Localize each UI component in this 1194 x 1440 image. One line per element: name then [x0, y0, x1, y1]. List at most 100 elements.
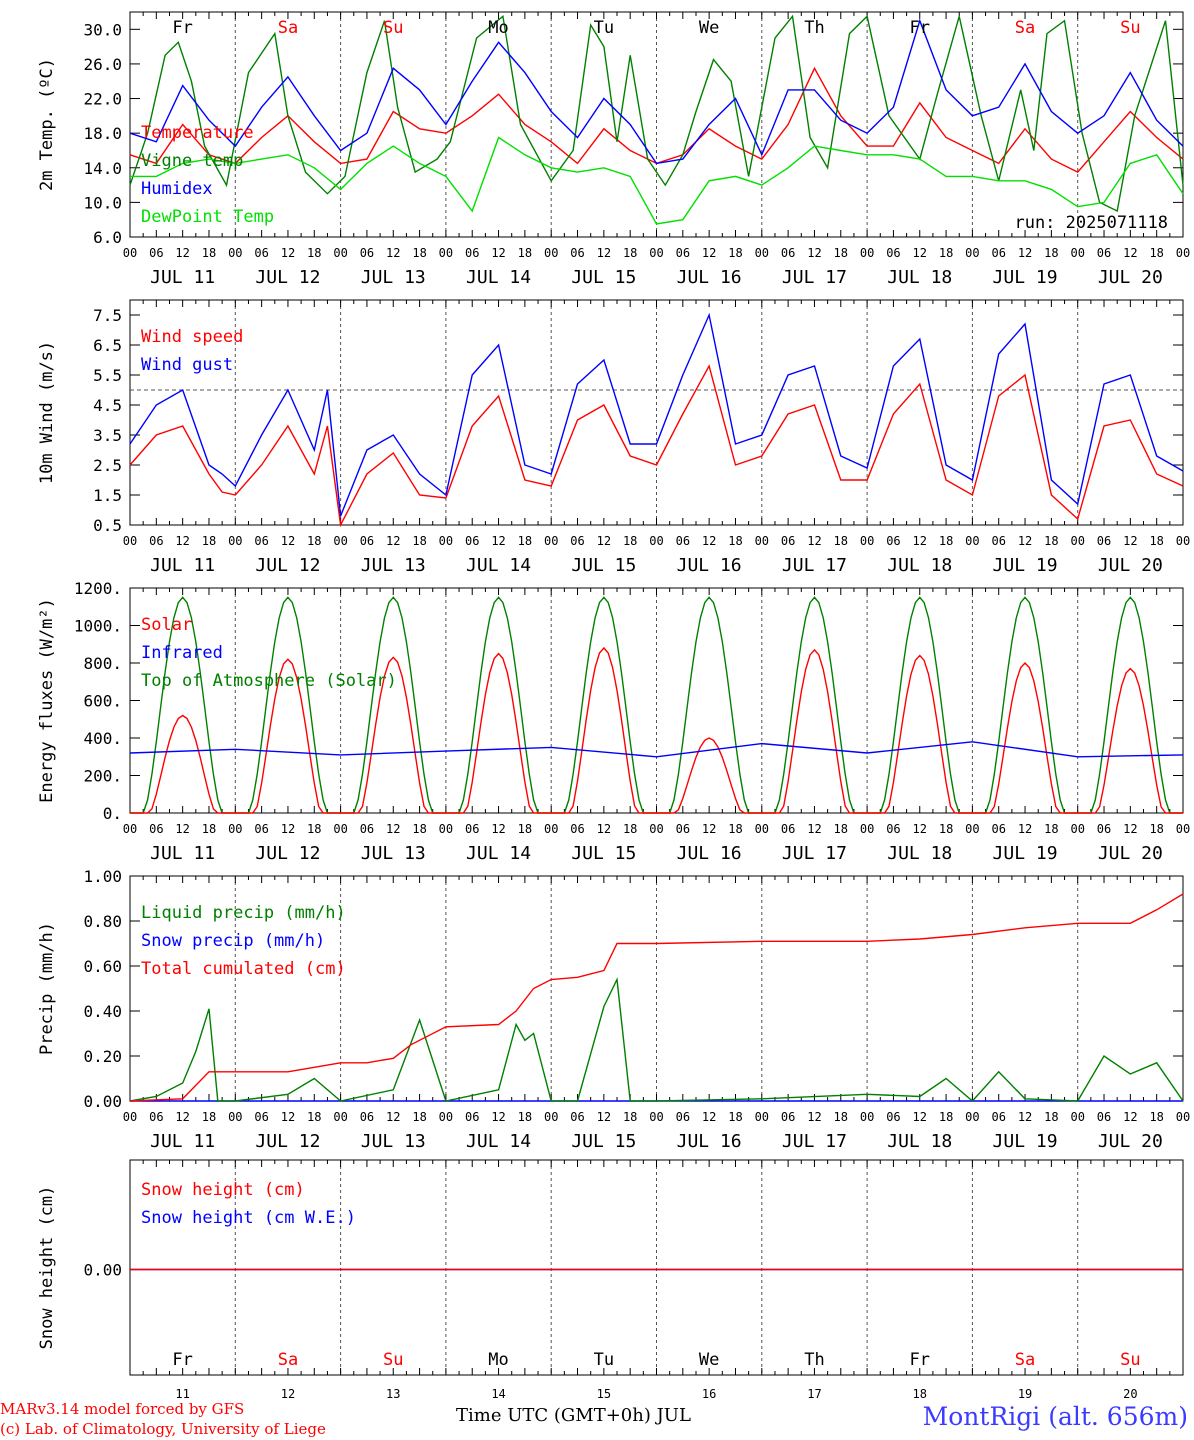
hour-tick-label: 12 [702, 246, 716, 260]
weekday-label: Su [1120, 18, 1140, 38]
hour-tick-label: 00 [123, 534, 137, 548]
hour-tick-label: 00 [544, 246, 558, 260]
footer-model: MARv3.14 model forced by GFS [0, 1400, 245, 1418]
weekday-label: We [699, 18, 719, 38]
hour-tick-label: 06 [676, 1110, 690, 1124]
day-label: JUL 12 [255, 843, 320, 864]
hour-tick-label: 12 [1123, 534, 1137, 548]
hour-tick-label: 18 [834, 246, 848, 260]
panel-2 [129, 299, 1184, 526]
hour-tick-label: 06 [149, 1110, 163, 1124]
hour-tick-label: 00 [123, 246, 137, 260]
hour-tick-label: 00 [860, 1110, 874, 1124]
hour-tick-label: 06 [676, 246, 690, 260]
hour-tick-label: 00 [755, 1110, 769, 1124]
series-line [130, 646, 1183, 814]
weekday-label: Fr [172, 18, 192, 38]
y-tick-label: 0.00 [83, 1092, 122, 1111]
y-tick-label: 1.5 [93, 486, 122, 505]
run-annotation: run: 2025071118 [1014, 213, 1168, 233]
hour-tick-label: 00 [333, 822, 347, 836]
hour-tick-label: 00 [123, 822, 137, 836]
y-tick-label: 10.0 [83, 193, 122, 212]
hour-tick-label: 06 [570, 1110, 584, 1124]
hour-tick-label: 18 [939, 534, 953, 548]
hour-tick-label: 00 [649, 822, 663, 836]
hour-tick-label: 00 [1070, 246, 1084, 260]
hour-tick-label: 18 [518, 246, 532, 260]
hour-tick-label: 12 [175, 1110, 189, 1124]
hour-tick-label: 12 [597, 534, 611, 548]
hour-tick-label: 06 [570, 822, 584, 836]
y-tick-label: 1.00 [83, 867, 122, 886]
y-tick-label: 22.0 [83, 90, 122, 109]
hour-tick-label: 18 [728, 534, 742, 548]
hour-tick-label: 00 [439, 534, 453, 548]
hour-tick-label: 00 [228, 1110, 242, 1124]
day-label: JUL 18 [887, 555, 952, 576]
legend-entry: Infrared [141, 643, 223, 663]
y-tick-label: 200. [83, 767, 122, 786]
y-tick-label: 26.0 [83, 55, 122, 74]
y-tick-label: 600. [83, 692, 122, 711]
hour-tick-label: 18 [939, 822, 953, 836]
series-line [129, 741, 1184, 758]
footer-model-credit: MARv3.14 model forced by GFS (c) Lab. of… [0, 1399, 326, 1439]
hour-tick-label: 12 [702, 822, 716, 836]
hour-tick-label: 06 [149, 822, 163, 836]
day-label: JUL 14 [466, 555, 531, 576]
hour-tick-label: 06 [465, 822, 479, 836]
day-number-label: 16 [702, 1387, 716, 1401]
hour-tick-label: 06 [991, 822, 1005, 836]
day-label: JUL 13 [361, 555, 426, 576]
hour-tick-label: 18 [623, 822, 637, 836]
hour-tick-label: 12 [913, 246, 927, 260]
y-tick-label: 400. [83, 729, 122, 748]
hour-tick-label: 06 [360, 246, 374, 260]
day-number-label: 14 [491, 1387, 505, 1401]
hour-tick-label: 12 [386, 246, 400, 260]
hour-tick-label: 18 [412, 822, 426, 836]
hour-tick-label: 06 [991, 534, 1005, 548]
hour-tick-label: 00 [1176, 822, 1190, 836]
hour-tick-label: 00 [228, 534, 242, 548]
hour-tick-label: 00 [755, 822, 769, 836]
hour-tick-label: 12 [702, 534, 716, 548]
y-tick-label: 1000. [74, 617, 122, 636]
y-axis-label: 2m Temp. (ºC) [37, 58, 57, 191]
hour-tick-label: 18 [518, 1110, 532, 1124]
day-label: JUL 13 [361, 267, 426, 288]
hour-tick-label: 06 [570, 534, 584, 548]
y-tick-label: 0.5 [93, 516, 122, 535]
hour-tick-label: 06 [254, 246, 268, 260]
y-tick-label: 0.00 [83, 1261, 122, 1280]
legend-entry: Vigne temp [141, 151, 243, 171]
series-line [129, 18, 1184, 165]
hour-tick-label: 06 [254, 822, 268, 836]
hour-tick-label: 00 [333, 534, 347, 548]
hour-tick-label: 00 [333, 246, 347, 260]
hour-tick-label: 12 [386, 534, 400, 548]
hour-tick-label: 12 [807, 534, 821, 548]
hour-tick-label: 12 [1123, 246, 1137, 260]
y-tick-label: 0.80 [83, 912, 122, 931]
day-label: JUL 12 [255, 267, 320, 288]
hour-tick-label: 12 [1123, 1110, 1137, 1124]
day-label: JUL 20 [1098, 555, 1163, 576]
hour-tick-label: 00 [860, 534, 874, 548]
hour-tick-label: 18 [307, 246, 321, 260]
day-label: JUL 20 [1098, 1131, 1163, 1152]
hour-tick-label: 06 [149, 534, 163, 548]
legend-entry: Snow precip (mm/h) [141, 931, 325, 951]
hour-tick-label: 00 [755, 534, 769, 548]
panel-1 [129, 11, 1184, 238]
weekday-label: Mo [488, 1350, 508, 1370]
panel-frame [129, 11, 1184, 238]
hour-tick-label: 06 [676, 534, 690, 548]
hour-tick-label: 06 [1097, 246, 1111, 260]
legend-entry: Snow height (cm) [141, 1180, 305, 1200]
hour-tick-label: 00 [1176, 1110, 1190, 1124]
y-tick-label: 30.0 [83, 20, 122, 39]
hour-tick-label: 12 [702, 1110, 716, 1124]
hour-tick-label: 18 [939, 1110, 953, 1124]
